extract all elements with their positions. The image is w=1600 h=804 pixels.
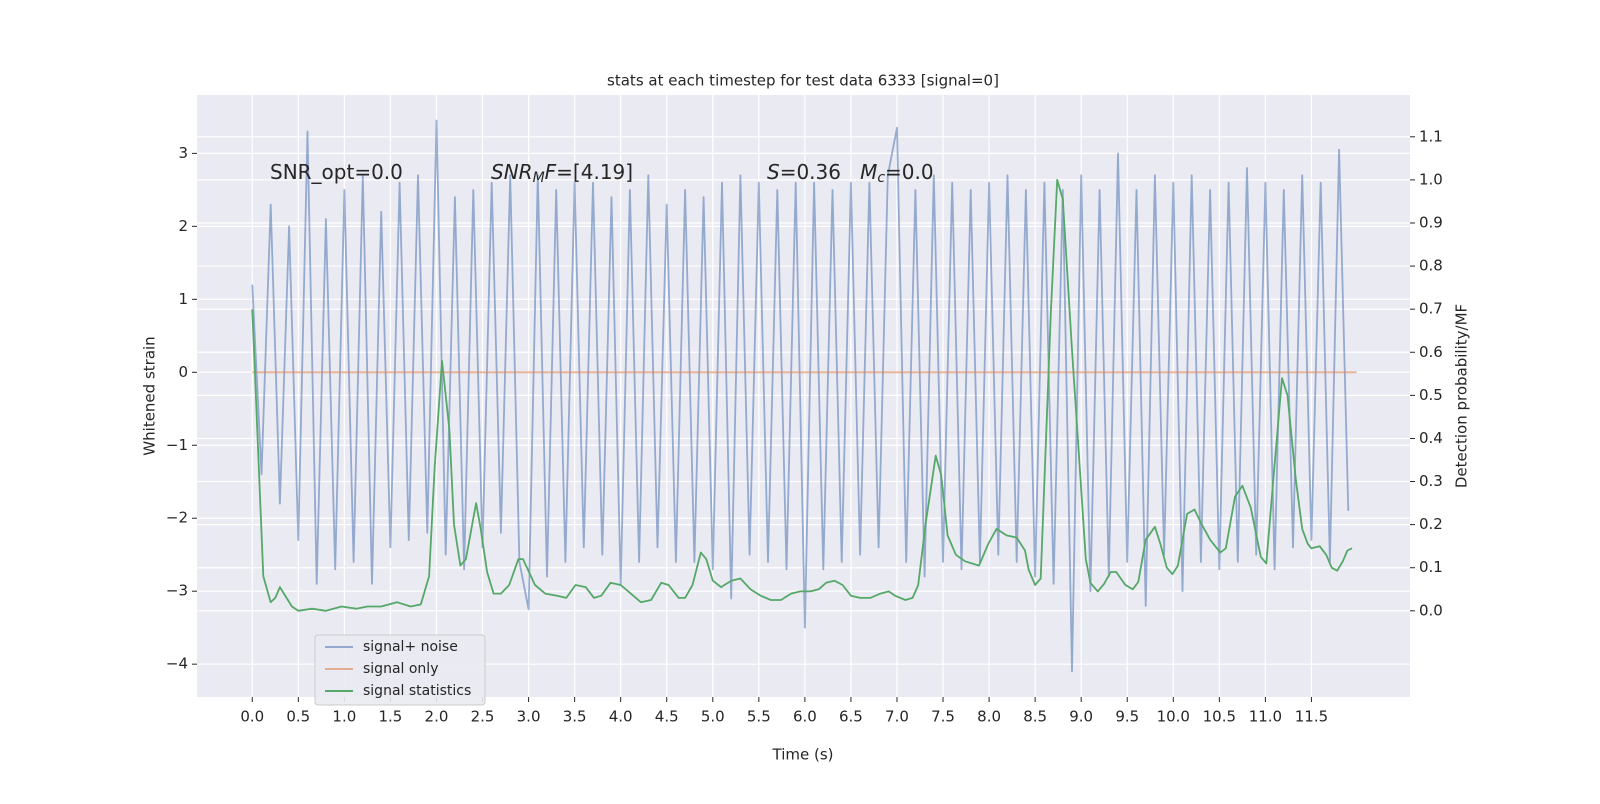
y2-tick-label: 0.5 (1419, 386, 1443, 404)
x-tick-label: 1.0 (332, 708, 356, 726)
annotation-part: SNR (491, 160, 533, 184)
y2-tick-label: 0.7 (1419, 300, 1443, 318)
x-tick-label: 2.0 (425, 708, 449, 726)
annotation-part: M (860, 160, 877, 184)
y-tick-label: −1 (166, 436, 188, 454)
x-tick-label: 8.0 (977, 708, 1001, 726)
legend-label: signal only (363, 661, 438, 677)
x-tick-label: 2.5 (471, 708, 495, 726)
y2-tick-label: 0.0 (1419, 601, 1443, 619)
x-tick-label: 6.5 (839, 708, 863, 726)
y2-axis-label: Detection probability/MF (1453, 304, 1471, 488)
legend-label: signal statistics (363, 683, 471, 699)
x-tick-label: 0.0 (240, 708, 264, 726)
x-tick-label: 1.5 (378, 708, 402, 726)
x-tick-label: 6.0 (793, 708, 817, 726)
annotation-part: S (767, 160, 780, 184)
y2-tick-label: 1.1 (1419, 127, 1443, 145)
x-tick-label: 7.5 (931, 708, 955, 726)
y-axis-label: Whitened strain (141, 336, 159, 455)
x-tick-label: 8.5 (1023, 708, 1047, 726)
x-tick-label: 3.5 (563, 708, 587, 726)
annotation-part: =0.0 (885, 160, 934, 184)
series-line (251, 179, 1353, 612)
y2-tick-label: 1.0 (1419, 170, 1443, 188)
x-tick-label: 7.0 (885, 708, 909, 726)
annotation-part: c (877, 170, 885, 186)
x-tick-label: 0.5 (286, 708, 310, 726)
y2-tick-label: 0.4 (1419, 429, 1443, 447)
x-tick-label: 4.5 (655, 708, 679, 726)
annotation-part: SNR_opt=0.0 (270, 160, 403, 184)
y2-tick-label: 0.3 (1419, 472, 1443, 490)
chart-title: stats at each timestep for test data 633… (607, 72, 999, 90)
y-tick-label: 3 (178, 144, 188, 162)
x-tick-label: 5.5 (747, 708, 771, 726)
y2-tick-label: 0.6 (1419, 343, 1443, 361)
x-axis-label: Time (s) (772, 746, 834, 764)
y2-tick-label: 0.2 (1419, 515, 1443, 533)
x-tick-label: 11.5 (1295, 708, 1328, 726)
annotation: SNR_opt=0.0 (270, 160, 403, 184)
annotation: SNRMF=[4.19] (491, 160, 633, 187)
y2-tick-label: 0.9 (1419, 213, 1443, 231)
x-tick-label: 10.5 (1203, 708, 1236, 726)
y-tick-label: −2 (166, 509, 188, 527)
legend-box (314, 634, 486, 706)
annotation-part: F (545, 160, 557, 184)
x-tick-label: 9.0 (1069, 708, 1093, 726)
x-tick-label: 5.0 (701, 708, 725, 726)
x-tick-label: 10.0 (1157, 708, 1190, 726)
y-tick-label: −3 (166, 582, 188, 600)
y-tick-label: 1 (178, 290, 188, 308)
annotation: S=0.36 Mc=0.0 (767, 160, 934, 187)
series-line (251, 119, 1350, 673)
y2-tick-label: 0.8 (1419, 257, 1443, 275)
x-tick-label: 9.5 (1115, 708, 1139, 726)
legend-label: signal+ noise (363, 639, 458, 655)
y-tick-label: 2 (178, 217, 188, 235)
x-tick-label: 3.0 (517, 708, 541, 726)
annotation-part: =0.36 (780, 160, 860, 184)
y-tick-label: 0 (178, 363, 188, 381)
x-tick-label: 11.0 (1249, 708, 1282, 726)
x-tick-label: 4.0 (609, 708, 633, 726)
y-tick-label: −4 (166, 655, 188, 673)
annotation-part: M (533, 170, 545, 186)
y2-tick-label: 0.1 (1419, 558, 1443, 576)
annotation-part: =[4.19] (556, 160, 633, 184)
